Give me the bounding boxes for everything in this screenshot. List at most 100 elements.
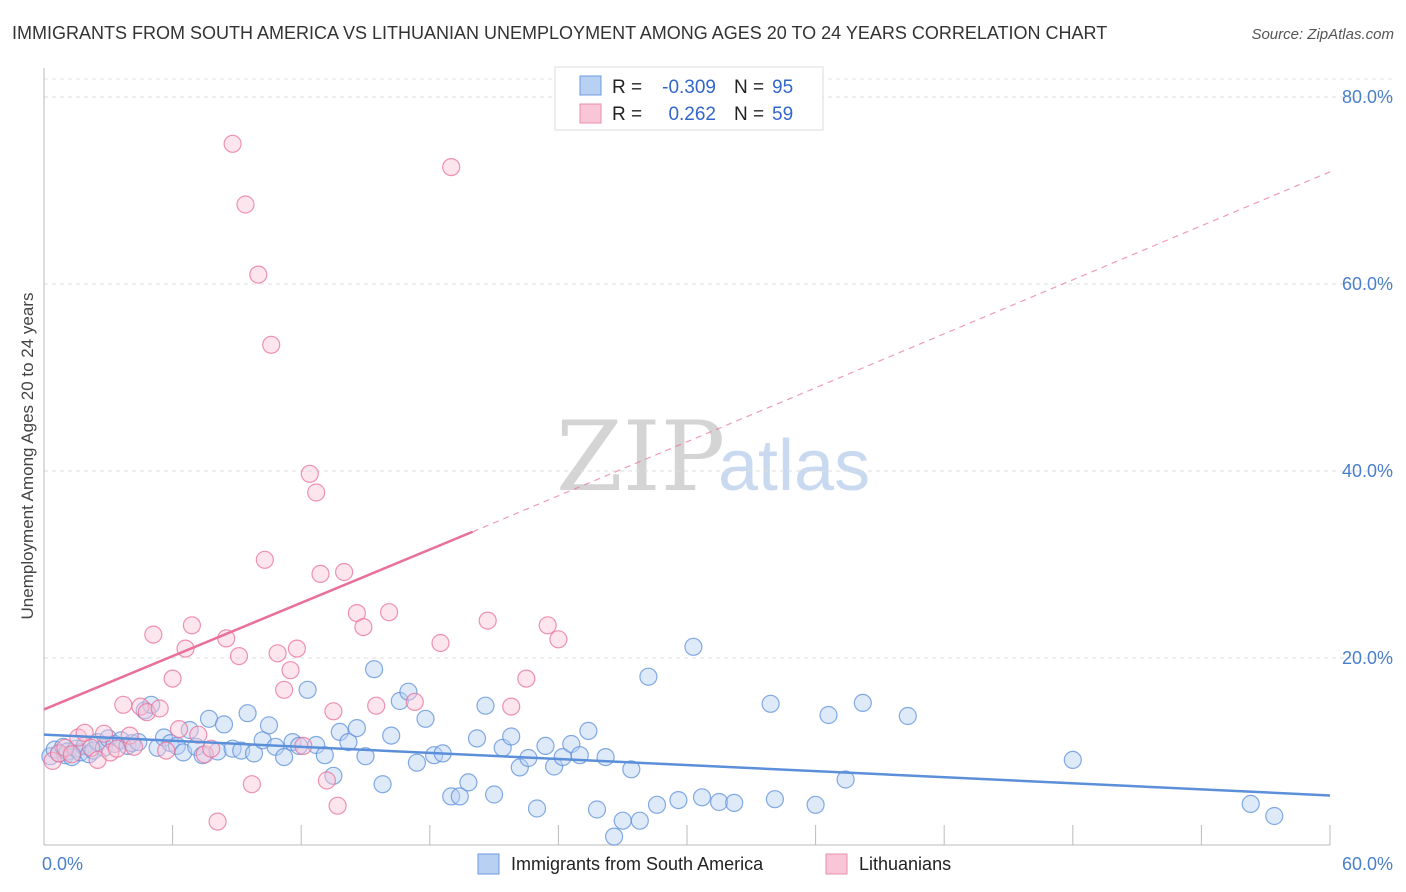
data-point: [202, 739, 221, 758]
data-point: [367, 696, 386, 715]
data-point: [502, 727, 521, 746]
data-point: [442, 158, 461, 177]
data-point: [692, 788, 712, 807]
data-point: [579, 721, 598, 741]
data-point: [150, 699, 169, 718]
data-point: [287, 639, 306, 658]
x-tick-label-max: 60.0%: [1342, 854, 1393, 874]
data-point: [238, 704, 257, 723]
data-point: [485, 785, 504, 804]
x-tick-labels: 0.0% 60.0%: [42, 854, 1393, 874]
data-point: [242, 775, 261, 794]
data-point: [382, 726, 401, 745]
data-point: [1063, 750, 1082, 770]
data-point: [347, 718, 366, 738]
data-point: [62, 745, 82, 764]
data-point: [281, 661, 300, 680]
data-point: [182, 616, 201, 635]
legend-swatch-lithuanians-border: [825, 853, 848, 875]
source-label: Source: ZipAtlas.com: [1251, 26, 1394, 43]
series-lithuanians: [43, 134, 568, 831]
data-point: [709, 792, 729, 812]
trendline-lithuanians: [43, 530, 474, 711]
y-axis-label: Unemployment Among Ages 20 to 24 years: [18, 293, 37, 620]
data-point: [214, 715, 234, 734]
watermark-atlas: atlas: [718, 426, 870, 506]
data-point: [373, 775, 392, 794]
stats-n-value-1: 95: [772, 77, 793, 98]
y-tick-label: 80.0%: [1342, 87, 1393, 107]
trend-layer: [43, 171, 1331, 797]
bottom-legend: Immigrants from South America Lithuanian…: [477, 853, 951, 875]
stats-r-label-2: R =: [612, 104, 642, 125]
chart-title: IMMIGRANTS FROM SOUTH AMERICA VS LITHUAN…: [12, 23, 1107, 43]
data-point: [262, 335, 281, 354]
data-point: [684, 637, 703, 656]
data-point: [669, 790, 688, 810]
data-point: [275, 747, 294, 767]
watermark-zip: ZIP: [556, 401, 725, 513]
data-point: [259, 716, 279, 735]
data-point: [806, 795, 825, 814]
data-point: [630, 811, 649, 830]
legend-label-lithuanians: Lithuanians: [859, 854, 951, 874]
data-point: [836, 770, 855, 789]
series-immigrants: [41, 637, 1284, 846]
data-point: [275, 680, 294, 699]
stats-swatch-blue: [580, 76, 601, 95]
stats-n-value-2: 59: [772, 104, 793, 125]
data-point: [459, 773, 478, 792]
data-point: [169, 719, 189, 739]
data-point: [249, 265, 268, 284]
data-point: [107, 739, 127, 758]
data-point: [407, 753, 426, 772]
data-point: [819, 705, 838, 725]
data-point: [43, 751, 62, 771]
data-point: [399, 682, 418, 701]
data-point: [587, 800, 607, 819]
data-point: [527, 799, 547, 818]
data-point: [298, 680, 317, 699]
gridlines: [44, 78, 1392, 659]
data-point: [549, 630, 568, 649]
data-point: [157, 741, 176, 760]
data-point: [478, 611, 497, 630]
data-point: [124, 737, 144, 756]
data-point: [450, 787, 469, 806]
data-point: [502, 697, 521, 716]
stats-r-value-2: 0.262: [668, 104, 716, 125]
data-point: [725, 793, 744, 813]
data-point: [354, 617, 373, 637]
data-point: [467, 729, 487, 748]
y-tick-labels: 20.0% 40.0% 60.0% 80.0%: [1342, 87, 1393, 668]
data-point: [431, 633, 450, 653]
data-point: [765, 790, 785, 809]
data-point: [1265, 806, 1284, 826]
y-tick-label: 20.0%: [1342, 648, 1393, 668]
data-point: [307, 483, 326, 502]
data-point: [339, 732, 358, 752]
data-point: [229, 646, 249, 666]
data-point: [517, 669, 536, 688]
stats-r-label-1: R =: [612, 77, 642, 98]
data-point: [311, 564, 330, 584]
legend-swatch-immigrants: [478, 854, 499, 874]
data-point: [538, 616, 557, 635]
data-point: [604, 827, 624, 846]
legend-swatch-lithuanians: [826, 854, 847, 874]
data-point: [255, 550, 274, 569]
trendline-extension-lithuanians: [472, 171, 1331, 533]
stats-swatch-pink: [580, 104, 601, 123]
data-point: [300, 464, 319, 483]
series-layer: [41, 134, 1284, 846]
axes: [43, 68, 1331, 846]
data-point: [761, 694, 780, 713]
data-point: [236, 195, 255, 214]
data-point: [94, 724, 114, 743]
data-point: [144, 625, 163, 644]
data-point: [536, 736, 555, 756]
data-point: [613, 811, 632, 830]
trendline-immigrants: [43, 733, 1331, 797]
data-point: [223, 134, 242, 153]
data-point: [335, 562, 354, 582]
